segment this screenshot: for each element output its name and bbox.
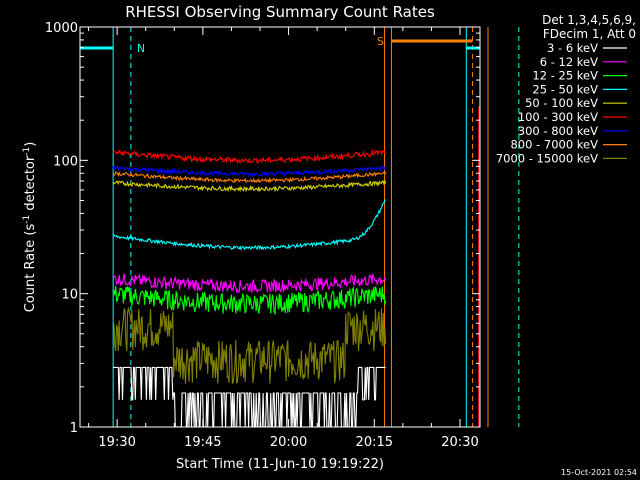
y-tick-label: 1 bbox=[70, 421, 78, 436]
series-line bbox=[112, 272, 387, 294]
legend-label: 50 - 100 keV bbox=[525, 96, 598, 110]
x-tick-label: 19:30 bbox=[98, 435, 135, 450]
flag-label-n: N bbox=[137, 42, 145, 55]
legend-label: 12 - 25 keV bbox=[532, 69, 598, 83]
series-line bbox=[112, 179, 387, 193]
flag-label-s: S bbox=[377, 35, 384, 48]
legend-label: 3 - 6 keV bbox=[547, 41, 598, 55]
timestamp: 15-Oct-2021 02:54 bbox=[561, 468, 637, 477]
y-tick-label: 10 bbox=[61, 288, 78, 303]
series-line bbox=[112, 199, 386, 251]
legend-label: 800 - 7000 keV bbox=[510, 138, 598, 152]
x-tick-label: 19:45 bbox=[184, 435, 221, 450]
x-axis-label: Start Time (11-Jun-10 19:19:22) bbox=[176, 457, 384, 472]
legend-label: 7000 - 15000 keV bbox=[496, 151, 598, 165]
series-line bbox=[112, 285, 387, 316]
y-axis-label: Count Rate (s-1 detector-1) bbox=[22, 142, 38, 313]
y-tick-label: 1000 bbox=[45, 21, 78, 36]
plot-frame bbox=[79, 26, 481, 428]
series-line bbox=[113, 366, 386, 428]
legend-label: 25 - 50 keV bbox=[532, 82, 598, 96]
series-line bbox=[112, 164, 387, 178]
legend-label: 100 - 300 keV bbox=[518, 110, 598, 124]
legend-label: 6 - 12 keV bbox=[540, 55, 598, 69]
series-line bbox=[112, 307, 387, 385]
x-tick-label: 20:00 bbox=[270, 435, 307, 450]
x-tick-label: 20:15 bbox=[356, 435, 393, 450]
y-tick-label: 100 bbox=[53, 154, 78, 169]
legend-header-line-2: FDecim 1, Att 0 bbox=[543, 27, 636, 41]
x-tick-label: 20:30 bbox=[441, 435, 478, 450]
series-line bbox=[112, 148, 387, 165]
chart-title: RHESSI Observing Summary Count Rates bbox=[125, 3, 435, 21]
legend-label: 300 - 800 keV bbox=[518, 124, 598, 138]
legend-header-line-1: Det 1,3,4,5,6,9, bbox=[542, 13, 636, 27]
series-line bbox=[112, 171, 387, 184]
